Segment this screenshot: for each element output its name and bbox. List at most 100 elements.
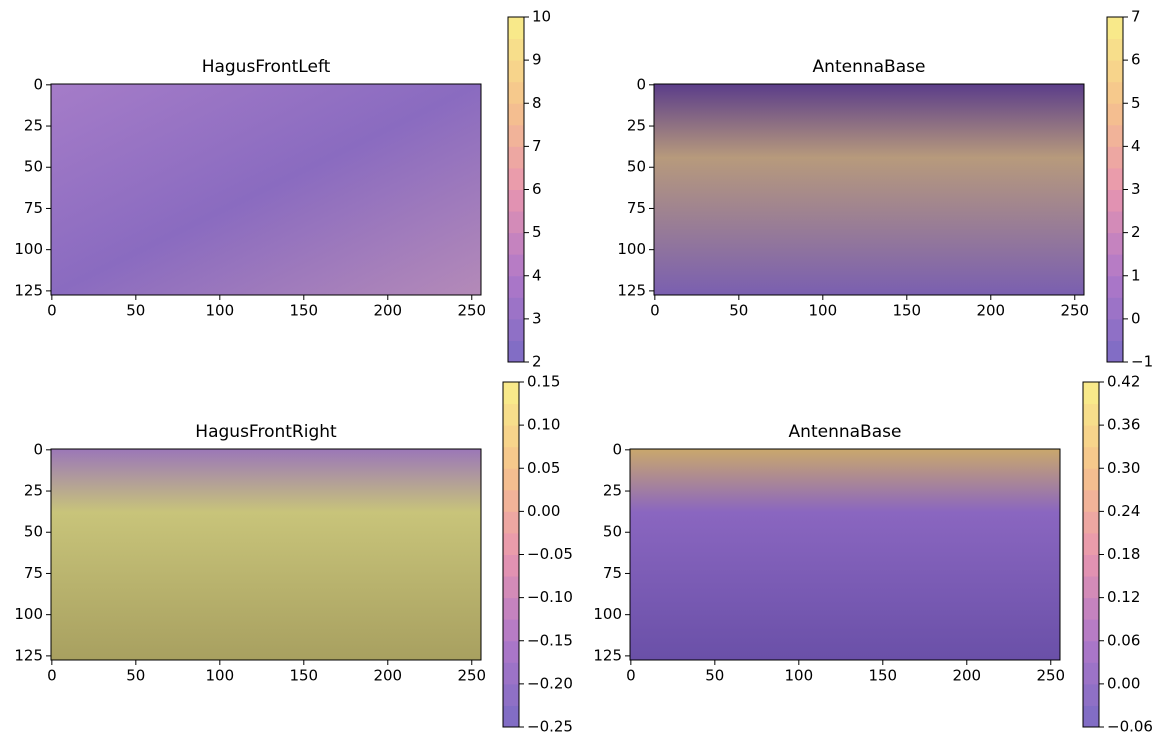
colorbar-band (1083, 641, 1099, 663)
x-tick-label: 100 (205, 667, 234, 685)
image-area (654, 84, 1084, 295)
y-tick-label: 75 (24, 199, 43, 217)
x-tick-label: 50 (126, 302, 145, 320)
y-tick-label: 125 (14, 646, 43, 664)
axes-title: AntennaBase (813, 57, 926, 77)
colorbar-band (1107, 39, 1123, 61)
colorbar-band (1083, 511, 1099, 533)
colorbar-band (1083, 684, 1099, 706)
colorbar-tick-label: 0 (1131, 309, 1141, 327)
colorbar-tick-label: 6 (532, 180, 542, 198)
colorbar-tick-label: 10 (532, 8, 551, 26)
colorbar-tick-label: 8 (532, 94, 542, 112)
axes-title: AntennaBase (789, 422, 902, 442)
x-tick-label: 250 (1060, 302, 1089, 320)
colorbar-band (1107, 297, 1123, 319)
y-tick-label: 125 (14, 281, 43, 299)
colorbar-band (1083, 555, 1099, 577)
colorbar-tick-label: 1 (1131, 266, 1141, 284)
colorbar-band (503, 619, 519, 641)
colorbar-tick-label: 2 (1131, 223, 1141, 241)
colorbar-band (1083, 705, 1099, 727)
colorbar-tick-label: 9 (532, 51, 542, 69)
y-tick-label: 0 (612, 440, 622, 458)
x-tick-label: 100 (784, 667, 813, 685)
x-tick-label: 250 (457, 667, 486, 685)
colorbar-band (508, 233, 524, 255)
colorbar-band (1107, 340, 1123, 362)
colorbar-band (508, 276, 524, 298)
colorbar-band (508, 319, 524, 341)
colorbar-band (503, 490, 519, 512)
colorbar-tick-label: 6 (1131, 51, 1141, 69)
colorbar-tick-label: 0.10 (527, 416, 560, 434)
colorbar-tick-label: 0.06 (1107, 631, 1140, 649)
colorbar-band (1083, 468, 1099, 490)
colorbar-tick-label: 4 (1131, 137, 1141, 155)
colorbar-tick-label: −0.25 (527, 718, 573, 733)
colorbar-band (508, 190, 524, 212)
image-area (51, 449, 481, 660)
colorbar-band (503, 555, 519, 577)
colorbar-tick-label: −0.20 (527, 674, 573, 692)
colorbar-band (508, 103, 524, 125)
colorbar-band (1107, 17, 1123, 39)
colorbar-band (1083, 598, 1099, 620)
x-tick-label: 0 (47, 667, 57, 685)
colorbar-band (503, 468, 519, 490)
colorbar-tick-label: −0.06 (1107, 718, 1153, 733)
colorbar-band (1107, 82, 1123, 104)
x-tick-label: 200 (373, 302, 402, 320)
colorbar-tick-label: 7 (1131, 8, 1141, 26)
y-tick-label: 0 (636, 75, 646, 93)
colorbar-tick-label: 3 (1131, 180, 1141, 198)
colorbar-band (1083, 382, 1099, 404)
colorbar-band (1107, 103, 1123, 125)
colorbar-band (1083, 662, 1099, 684)
y-tick-label: 0 (33, 75, 43, 93)
colorbar-tick-label: −0.10 (527, 588, 573, 606)
y-tick-label: 25 (627, 117, 646, 135)
colorbar-band (1107, 211, 1123, 233)
colorbar-band (508, 39, 524, 61)
y-tick-label: 100 (593, 605, 622, 623)
image-area (51, 84, 481, 295)
colorbar-band (503, 684, 519, 706)
colorbar-band (503, 705, 519, 727)
colorbar-tick-label: 2 (532, 353, 542, 371)
y-tick-label: 75 (603, 564, 622, 582)
colorbar-band (503, 447, 519, 469)
colorbar-tick-label: 0.00 (527, 502, 560, 520)
y-tick-label: 75 (24, 564, 43, 582)
colorbar-band (1107, 190, 1123, 212)
y-tick-label: 25 (24, 482, 43, 500)
image-area (630, 449, 1060, 660)
colorbar-tick-label: −0.15 (527, 631, 573, 649)
x-tick-label: 50 (126, 667, 145, 685)
colorbar-band (508, 340, 524, 362)
x-tick-label: 150 (289, 302, 318, 320)
colorbar-band (1107, 168, 1123, 190)
x-tick-label: 250 (457, 302, 486, 320)
y-tick-label: 0 (33, 440, 43, 458)
colorbar-band (503, 662, 519, 684)
x-tick-label: 200 (952, 667, 981, 685)
colorbar-band (508, 17, 524, 39)
colorbar-band (1107, 60, 1123, 82)
colorbar-band (508, 82, 524, 104)
x-tick-label: 100 (205, 302, 234, 320)
colorbar-band (503, 382, 519, 404)
y-tick-label: 100 (14, 605, 43, 623)
colorbar-tick-label: 7 (532, 137, 542, 155)
colorbar-band (1107, 254, 1123, 276)
colorbar-band (1083, 533, 1099, 555)
colorbar-band (1083, 425, 1099, 447)
colorbar-band (503, 425, 519, 447)
x-tick-label: 50 (729, 302, 748, 320)
colorbar-tick-label: 0.15 (527, 373, 560, 391)
colorbar-band (1107, 276, 1123, 298)
colorbar-band (503, 511, 519, 533)
colorbar-band (508, 60, 524, 82)
figure: HagusFrontLeft05010015020025002550751001… (0, 0, 1160, 733)
colorbar-tick-label: 3 (532, 309, 542, 327)
